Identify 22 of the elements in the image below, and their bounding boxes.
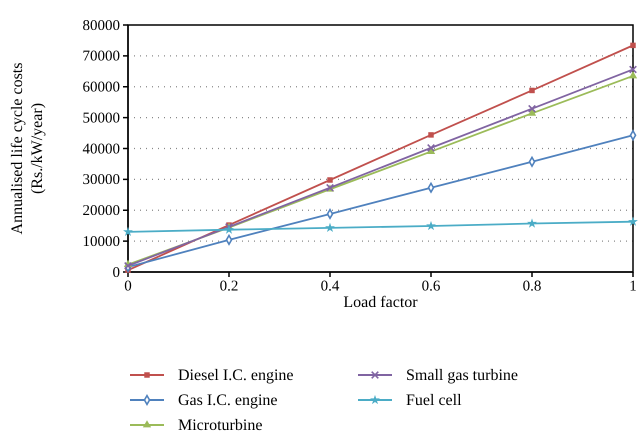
x-tick-label: 0.8 bbox=[522, 278, 542, 295]
y-tick-label: 50000 bbox=[82, 110, 120, 126]
y-tick-label: 80000 bbox=[82, 18, 120, 34]
legend-label: Fuel cell bbox=[406, 392, 462, 409]
y-tick-label: 20000 bbox=[82, 203, 120, 220]
y-axis-title: Annualised life cycle costs (Rs./kW/year) bbox=[9, 62, 46, 234]
x-tick-label: 0.2 bbox=[220, 278, 238, 295]
x-tick-label: 0 bbox=[124, 278, 132, 295]
x-tick-label: 1 bbox=[629, 278, 637, 295]
legend-label: Small gas turbine bbox=[406, 367, 518, 384]
legend-label: Gas I.C. engine bbox=[178, 392, 278, 409]
y-tick-label: 30000 bbox=[82, 172, 120, 188]
x-axis-title: Load factor bbox=[343, 294, 418, 311]
x-tick-label: 0.6 bbox=[422, 278, 441, 295]
legend-label: Diesel I.C. engine bbox=[178, 367, 294, 384]
y-tick-label: 10000 bbox=[82, 234, 120, 250]
y-tick-label: 60000 bbox=[82, 80, 120, 96]
legend-label: Microturbine bbox=[178, 417, 262, 434]
y-tick-label: 0 bbox=[112, 264, 120, 281]
y-tick-label: 40000 bbox=[82, 141, 120, 158]
y-tick-label: 70000 bbox=[82, 48, 120, 65]
x-tick-label: 0.4 bbox=[320, 278, 340, 295]
